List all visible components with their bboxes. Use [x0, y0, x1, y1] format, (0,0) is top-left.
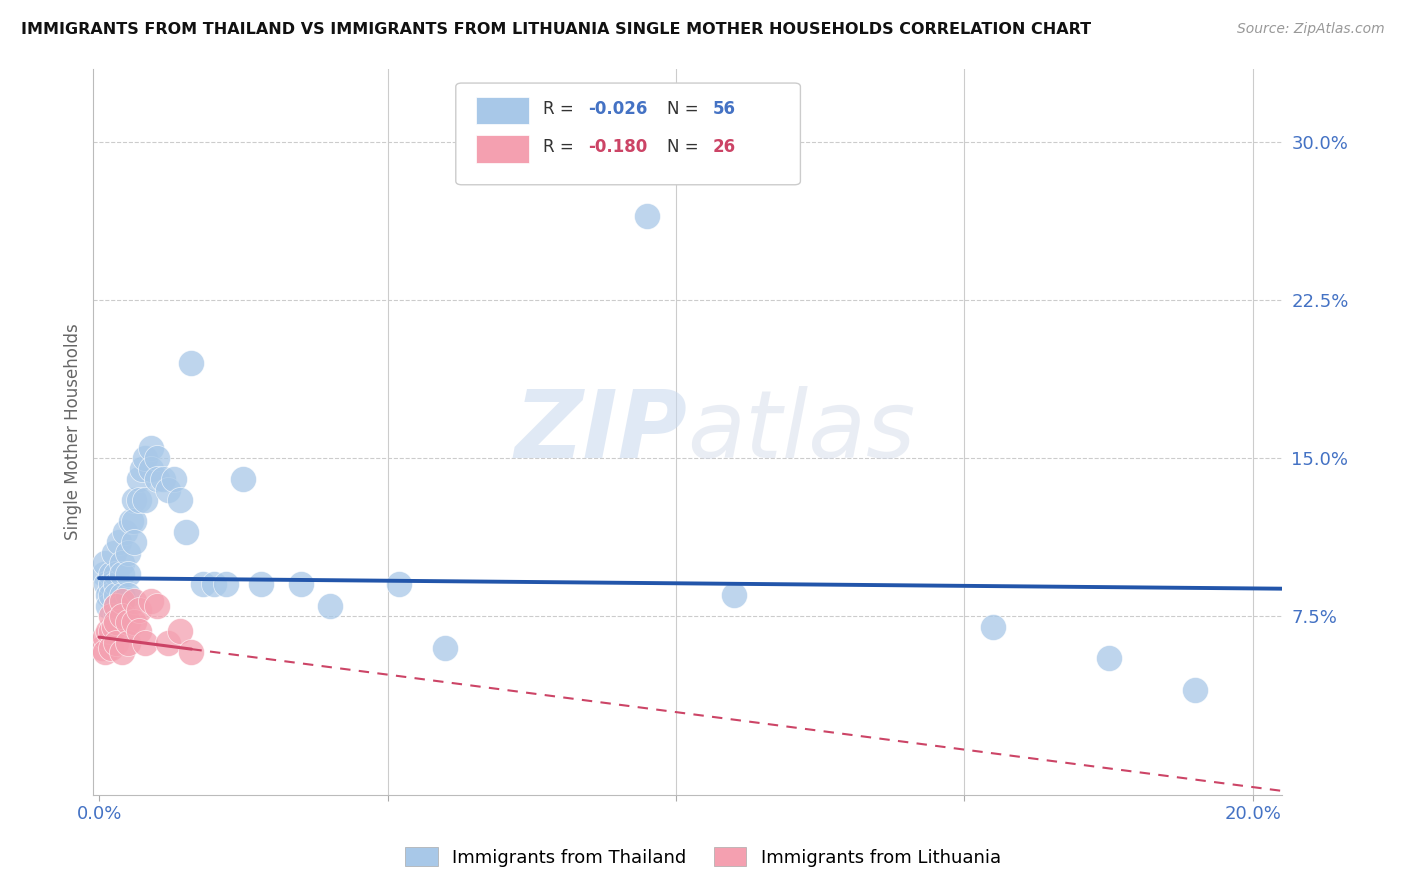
- Point: [388, 577, 411, 591]
- Point: [139, 441, 162, 455]
- Point: [97, 588, 120, 602]
- Point: [636, 209, 658, 223]
- Point: [134, 451, 156, 466]
- Point: [146, 472, 169, 486]
- Point: [152, 472, 174, 486]
- FancyBboxPatch shape: [477, 136, 530, 163]
- Point: [108, 535, 131, 549]
- Point: [169, 624, 191, 638]
- Point: [215, 577, 238, 591]
- Point: [100, 640, 122, 655]
- Point: [105, 588, 128, 602]
- Point: [1184, 682, 1206, 697]
- Point: [117, 636, 139, 650]
- FancyBboxPatch shape: [456, 83, 800, 185]
- Point: [180, 356, 202, 370]
- Point: [93, 566, 115, 581]
- Point: [111, 609, 134, 624]
- Point: [105, 566, 128, 581]
- Point: [94, 577, 117, 591]
- Point: [105, 636, 128, 650]
- Point: [91, 640, 114, 655]
- Point: [94, 557, 117, 571]
- Point: [191, 577, 214, 591]
- Point: [100, 624, 122, 638]
- Text: IMMIGRANTS FROM THAILAND VS IMMIGRANTS FROM LITHUANIA SINGLE MOTHER HOUSEHOLDS C: IMMIGRANTS FROM THAILAND VS IMMIGRANTS F…: [21, 22, 1091, 37]
- Text: Source: ZipAtlas.com: Source: ZipAtlas.com: [1237, 22, 1385, 37]
- Point: [139, 461, 162, 475]
- Point: [180, 645, 202, 659]
- Point: [111, 566, 134, 581]
- Point: [94, 630, 117, 644]
- Point: [122, 615, 145, 630]
- Point: [100, 609, 122, 624]
- FancyBboxPatch shape: [477, 97, 530, 125]
- Point: [117, 615, 139, 630]
- Text: 26: 26: [713, 138, 735, 156]
- Point: [319, 599, 342, 613]
- Point: [122, 535, 145, 549]
- Point: [117, 588, 139, 602]
- Point: [100, 566, 122, 581]
- Text: ZIP: ZIP: [515, 386, 688, 478]
- Text: R =: R =: [543, 100, 578, 119]
- Point: [105, 577, 128, 591]
- Point: [111, 588, 134, 602]
- Point: [111, 557, 134, 571]
- Legend: Immigrants from Thailand, Immigrants from Lithuania: Immigrants from Thailand, Immigrants fro…: [398, 840, 1008, 874]
- Point: [290, 577, 312, 591]
- Point: [163, 472, 186, 486]
- Point: [157, 483, 180, 497]
- Point: [117, 546, 139, 560]
- Point: [128, 472, 150, 486]
- Point: [146, 599, 169, 613]
- Point: [981, 619, 1004, 633]
- Point: [122, 514, 145, 528]
- Point: [232, 472, 254, 486]
- Point: [100, 577, 122, 591]
- Point: [134, 493, 156, 508]
- Text: 56: 56: [713, 100, 735, 119]
- Point: [97, 599, 120, 613]
- Point: [204, 577, 226, 591]
- Text: -0.180: -0.180: [588, 138, 647, 156]
- Point: [105, 599, 128, 613]
- Point: [128, 624, 150, 638]
- Point: [100, 588, 122, 602]
- Point: [434, 640, 457, 655]
- Text: -0.026: -0.026: [588, 100, 647, 119]
- Point: [111, 594, 134, 608]
- Point: [114, 524, 136, 539]
- Text: atlas: atlas: [688, 386, 915, 477]
- Point: [249, 577, 271, 591]
- Point: [122, 493, 145, 508]
- Point: [105, 615, 128, 630]
- Point: [97, 624, 120, 638]
- Point: [122, 594, 145, 608]
- Point: [103, 619, 125, 633]
- Point: [105, 609, 128, 624]
- Point: [146, 451, 169, 466]
- Point: [174, 524, 197, 539]
- Point: [157, 636, 180, 650]
- Point: [128, 603, 150, 617]
- Point: [120, 514, 142, 528]
- Point: [1098, 651, 1121, 665]
- Point: [131, 461, 153, 475]
- Text: N =: N =: [668, 100, 704, 119]
- Point: [139, 594, 162, 608]
- Point: [134, 636, 156, 650]
- Point: [128, 493, 150, 508]
- Point: [723, 588, 745, 602]
- Point: [103, 546, 125, 560]
- Point: [94, 645, 117, 659]
- Y-axis label: Single Mother Households: Single Mother Households: [65, 324, 82, 541]
- Point: [117, 566, 139, 581]
- Point: [169, 493, 191, 508]
- Text: N =: N =: [668, 138, 704, 156]
- Point: [105, 599, 128, 613]
- Text: R =: R =: [543, 138, 578, 156]
- Point: [111, 599, 134, 613]
- Point: [111, 645, 134, 659]
